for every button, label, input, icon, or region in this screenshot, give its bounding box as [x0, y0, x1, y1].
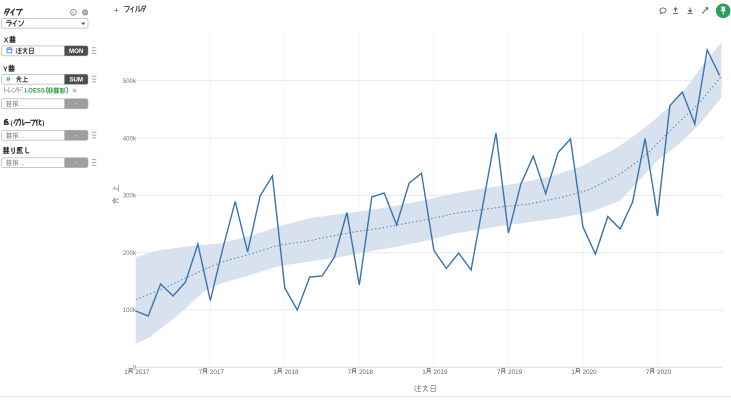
svg-text:...: ...: [19, 102, 24, 108]
svg-text:2018: 2018: [285, 369, 300, 376]
svg-text:200k: 200k: [123, 250, 137, 257]
svg-text:): ): [42, 120, 44, 127]
svg-text:2019: 2019: [434, 369, 449, 376]
svg-text:Y: Y: [3, 66, 8, 73]
svg-text:0: 0: [133, 365, 137, 372]
svg-text:7: 7: [497, 369, 501, 376]
svg-text:1: 1: [571, 369, 575, 376]
svg-text:SUM: SUM: [69, 77, 83, 84]
svg-text:7: 7: [646, 369, 650, 376]
svg-text:2017: 2017: [210, 369, 225, 376]
svg-text:7: 7: [348, 369, 352, 376]
svg-text:100k: 100k: [123, 307, 137, 314]
svg-text:(: (: [11, 120, 14, 127]
svg-text:-: -: [75, 160, 77, 167]
svg-text:2019: 2019: [508, 369, 523, 376]
svg-text:1: 1: [124, 369, 128, 376]
svg-text:1: 1: [422, 369, 426, 376]
svg-text:?: ?: [72, 10, 75, 15]
svg-text::: :: [22, 88, 24, 94]
svg-text:2020: 2020: [583, 369, 598, 376]
svg-text:500k: 500k: [123, 78, 137, 85]
svg-text:2018: 2018: [359, 369, 374, 376]
svg-text:#: #: [6, 75, 10, 84]
svg-text:400k: 400k: [123, 135, 137, 142]
svg-text:LOESS: LOESS: [25, 88, 45, 94]
svg-text:1: 1: [273, 369, 277, 376]
svg-text:300k: 300k: [123, 193, 137, 200]
svg-text:2017: 2017: [135, 369, 150, 376]
svg-text:2020: 2020: [657, 369, 672, 376]
svg-text:+: +: [114, 5, 119, 15]
svg-text:...: ...: [19, 161, 24, 167]
svg-text:7: 7: [199, 369, 203, 376]
svg-text:X: X: [4, 37, 9, 44]
svg-text:...: ...: [19, 134, 24, 140]
svg-text:-: -: [75, 132, 77, 139]
svg-text:MON: MON: [69, 48, 84, 55]
svg-text:-: -: [75, 101, 77, 108]
